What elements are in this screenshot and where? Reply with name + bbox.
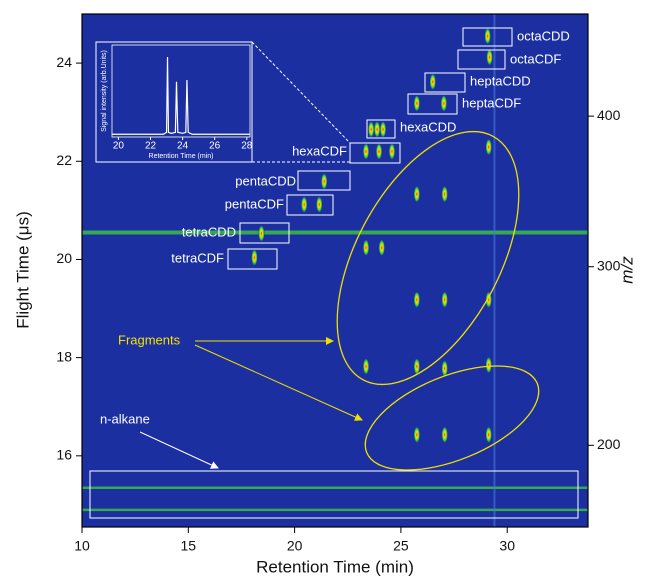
spot [441,186,448,203]
y-tick-label: 20 [56,250,72,266]
y2-axis-label: m/z [617,256,636,284]
y-axis-label: Flight Time (μs) [13,211,32,328]
annotation-box [349,142,401,164]
annotation-box [89,470,579,519]
spot [251,249,258,266]
spot [440,95,447,112]
spot [363,239,370,256]
spot [413,426,420,443]
inset-frame [95,41,253,163]
x-axis-label: Retention Time (min) [256,557,414,576]
y-tick-label: 18 [56,348,72,364]
spot [413,95,420,112]
x-tick-label: 15 [181,538,197,554]
annotation-box [407,93,458,115]
annotation-box [366,119,396,139]
spot [378,239,385,256]
spot [486,49,493,66]
spot [485,291,492,308]
annotation-box [462,27,513,47]
annotation-label: octaCDF [510,51,561,66]
inset-connector [251,41,351,144]
spot [429,73,436,90]
y-tick-label: 16 [56,447,72,463]
inset-x-tick-label: 22 [145,141,157,152]
annotation-box [457,49,506,70]
spot [485,139,492,156]
annotation-label: tetraCDF [171,250,224,265]
annotation-label: pentaCDD [235,173,296,188]
spot [388,143,395,160]
annotation-label: tetraCDD [182,224,236,239]
spot [413,291,420,308]
spot [485,426,492,443]
x-tick-label: 25 [393,538,409,554]
spot [368,121,375,138]
annotation-label: hexaCDF [292,143,347,158]
spot [376,143,383,160]
annotation-label: heptaCDF [462,95,521,110]
y-tick-label: 22 [56,152,72,168]
annotation-box [239,222,290,244]
y2-tick-label: 300 [597,257,621,273]
arrow [139,431,219,469]
arrow [194,344,363,421]
plot-area [82,14,588,527]
inset-x-tick-label: 20 [113,141,125,152]
annotation-label: Fragments [118,332,181,347]
inset-line [112,56,250,135]
fragment-ellipse [364,365,540,471]
inset-x-tick-label: 26 [209,141,221,152]
spot [441,426,448,443]
annotation-box [297,170,351,191]
y2-tick-label: 400 [597,107,621,123]
inset-axes [111,44,251,138]
plot-frame [81,13,589,528]
y2-tick-label: 200 [597,436,621,452]
annotation-label: heptaCDD [470,73,531,88]
spot [441,291,448,308]
annotation-label: octaCDD [517,28,570,43]
spot [485,357,492,373]
inset-x-tick-label: 28 [241,141,253,152]
annotation-label: hexaCDD [400,119,456,134]
y-tick-label: 24 [56,54,72,70]
spot [374,121,381,138]
annotation-box [424,72,466,93]
inset-y-label: Signal intensity (arb.Units) [101,50,108,132]
spot [321,173,328,190]
spot [301,196,308,213]
spot [316,196,323,213]
spot [441,360,448,377]
annotation-box [286,194,334,216]
x-tick-label: 30 [499,538,515,554]
spot [484,28,491,45]
spot [380,121,387,138]
spot [413,358,420,375]
x-tick-label: 20 [287,538,303,554]
x-tick-label: 10 [74,538,90,554]
spot [413,186,420,203]
inset-x-tick-label: 24 [177,141,189,152]
spot [258,225,265,242]
annotation-box [227,248,278,270]
inset-x-label: Retention Time (min) [149,153,214,160]
spot [363,143,370,160]
spot [363,358,370,375]
fragment-ellipse [336,130,520,386]
annotation-label: n-alkane [100,411,150,426]
annotation-label: pentaCDF [225,196,284,211]
